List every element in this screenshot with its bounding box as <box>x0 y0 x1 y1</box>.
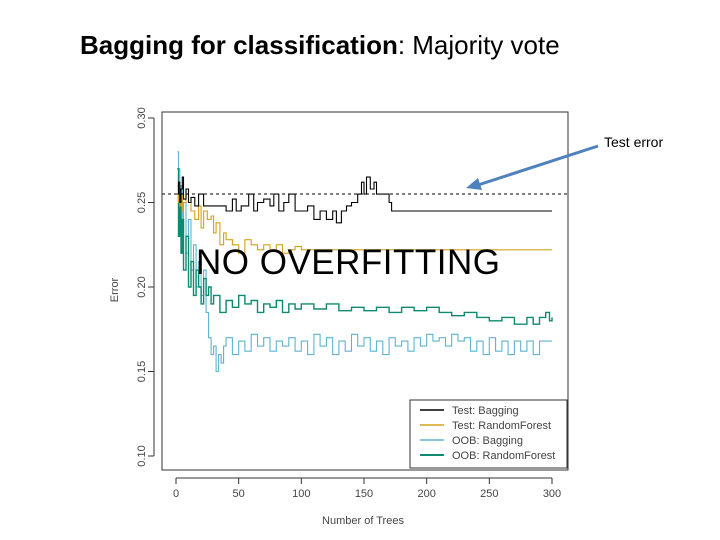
y-tick-label: 0.25 <box>136 192 148 213</box>
series-line-oob-bagging <box>177 151 552 373</box>
legend-label: OOB: Bagging <box>452 435 523 447</box>
x-tick-label: 200 <box>417 488 435 500</box>
slide-title-rest: : Majority vote <box>397 30 560 60</box>
x-tick-label: 100 <box>292 488 310 500</box>
x-tick-label: 150 <box>355 488 373 500</box>
callout-arrow-shaft <box>477 144 599 187</box>
y-axis-label: Error <box>109 277 121 302</box>
x-tick-label: 50 <box>233 488 245 500</box>
x-axis-label: Number of Trees <box>322 515 404 527</box>
callout-arrow <box>466 144 599 190</box>
test-error-callout: Test error <box>604 134 664 150</box>
plot-box <box>161 111 569 471</box>
y-tick-label: 0.20 <box>136 276 148 297</box>
callout-arrow-head <box>466 178 482 190</box>
series-lines <box>177 151 553 373</box>
legend-box <box>409 399 568 469</box>
slide-title: Bagging for classification: Majority vot… <box>80 30 560 61</box>
no-overfitting-overlay: NO OVERFITTING <box>196 243 501 282</box>
axes: 0 50 100 150 200 250 300 0.10 0.15 0.20 0.25 0.30 <box>136 107 561 500</box>
x-tick-label: 250 <box>480 488 498 500</box>
y-tick-label: 0.30 <box>136 107 148 128</box>
chart-legend: Test: Bagging Test: RandomForest OOB: Bagg… <box>409 399 568 469</box>
legend-label: Test: RandomForest <box>452 420 551 432</box>
legend-label: Test: Bagging <box>452 405 519 417</box>
y-tick-label: 0.10 <box>136 445 148 466</box>
x-tick-label: 300 <box>543 488 561 500</box>
y-tick-label: 0.15 <box>136 361 148 382</box>
series-line-test-bagging <box>177 176 552 224</box>
series-line-oob-randomforest <box>177 168 553 325</box>
x-tick-label: 0 <box>173 488 179 500</box>
legend-label: OOB: RandomForest <box>452 450 555 462</box>
slide-title-bold: Bagging for classification <box>80 30 398 60</box>
